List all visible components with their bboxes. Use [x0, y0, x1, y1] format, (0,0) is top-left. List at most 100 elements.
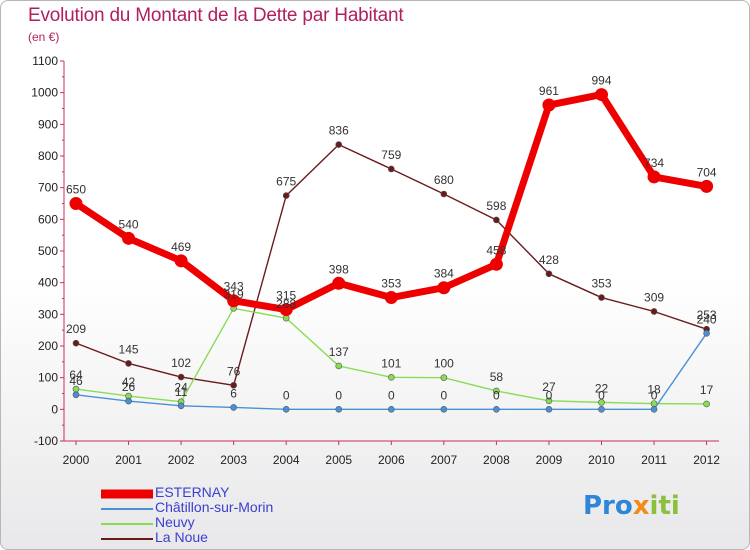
legend-swatch [101, 522, 153, 525]
data-label: 101 [381, 356, 401, 370]
logo-part-3: iti [649, 491, 680, 521]
data-label: 384 [434, 267, 454, 281]
x-tick-label: 2008 [483, 453, 510, 467]
y-tick-label: -100 [34, 434, 58, 448]
legend-swatch [101, 489, 153, 498]
data-label: 759 [381, 148, 401, 162]
data-point [125, 360, 132, 367]
y-tick-label: 700 [38, 181, 58, 195]
legend-label: Neuvy [155, 514, 195, 530]
x-tick-label: 2010 [588, 453, 615, 467]
x-tick-label: 2003 [220, 453, 247, 467]
proxiti-logo: Proxiti [583, 491, 680, 521]
legend-label: ESTERNAY [155, 484, 230, 500]
y-tick-label: 0 [51, 402, 58, 416]
data-point [174, 254, 188, 268]
legend-swatch [101, 537, 153, 540]
data-label: 209 [66, 322, 86, 336]
data-label: 0 [441, 388, 448, 402]
data-point [387, 374, 395, 381]
data-point [598, 294, 605, 301]
y-tick-label: 900 [38, 117, 58, 131]
data-point [545, 270, 553, 278]
legend-label: Châtillon-sur-Morin [155, 499, 274, 515]
y-tick-label: 200 [38, 339, 58, 353]
x-tick-label: 2009 [536, 453, 563, 467]
y-tick-label: 800 [38, 149, 58, 163]
x-tick-label: 2000 [63, 453, 90, 467]
data-point [437, 281, 451, 295]
data-label: 428 [539, 253, 559, 267]
y-tick-label: 100 [38, 371, 58, 385]
data-label: 0 [493, 388, 500, 402]
data-point [177, 402, 185, 410]
data-label: 734 [644, 156, 664, 170]
data-point [700, 179, 714, 193]
data-label: 836 [329, 124, 349, 138]
data-point [230, 381, 237, 389]
series-line-3 [75, 143, 708, 386]
data-point [440, 374, 448, 381]
data-label: 0 [546, 388, 553, 402]
data-point [72, 339, 80, 347]
data-point [387, 406, 395, 413]
data-label: 64 [69, 368, 83, 382]
data-point [703, 330, 710, 337]
data-label: 6 [230, 386, 237, 400]
y-tick-label: 400 [38, 276, 58, 290]
data-label: 102 [171, 356, 191, 370]
data-point [125, 397, 132, 405]
x-tick-label: 2012 [693, 453, 720, 467]
data-label: 11 [175, 385, 188, 399]
data-label: 253 [697, 308, 717, 322]
data-label: 288 [276, 297, 296, 311]
data-label: 0 [335, 388, 342, 402]
data-point [440, 190, 448, 198]
x-tick-label: 2011 [641, 453, 667, 467]
data-point [440, 406, 448, 413]
data-point [387, 165, 395, 173]
data-point [335, 362, 343, 370]
data-point [545, 406, 553, 413]
data-label: 469 [171, 240, 191, 254]
data-label: 22 [595, 381, 609, 395]
data-point [650, 308, 658, 315]
data-label: 17 [700, 383, 714, 397]
x-tick-label: 2002 [168, 453, 195, 467]
data-point [279, 303, 293, 317]
data-label: 540 [119, 217, 139, 231]
data-label: 18 [647, 383, 661, 397]
data-label: 704 [697, 165, 717, 179]
data-label: 675 [276, 175, 296, 189]
data-label: 137 [329, 345, 349, 359]
data-label: 100 [434, 357, 454, 371]
y-tick-label: 500 [38, 244, 58, 258]
data-point [384, 291, 398, 305]
data-label: 398 [329, 262, 349, 276]
data-point [647, 170, 661, 184]
data-label: 58 [490, 370, 504, 384]
data-point [542, 98, 556, 112]
x-tick-label: 2007 [430, 453, 457, 467]
x-tick-label: 2004 [273, 453, 300, 467]
data-point [598, 399, 605, 406]
legend-label: La Noue [155, 529, 208, 545]
logo-part-2: x [632, 491, 650, 521]
y-tick-label: 1100 [32, 54, 58, 68]
data-label: 994 [591, 74, 611, 88]
data-label: 598 [486, 199, 506, 213]
chart-title: Evolution du Montant de la Dette par Hab… [28, 5, 404, 26]
data-label: 42 [122, 375, 136, 389]
data-label: 680 [434, 173, 454, 187]
data-point [598, 406, 605, 413]
data-point [332, 276, 346, 290]
data-label: 353 [381, 277, 401, 291]
data-label: 458 [486, 243, 506, 257]
data-label: 319 [224, 287, 244, 301]
data-point [489, 257, 503, 271]
y-tick-label: 1000 [31, 86, 58, 100]
data-point [177, 373, 185, 381]
data-point [282, 192, 290, 199]
